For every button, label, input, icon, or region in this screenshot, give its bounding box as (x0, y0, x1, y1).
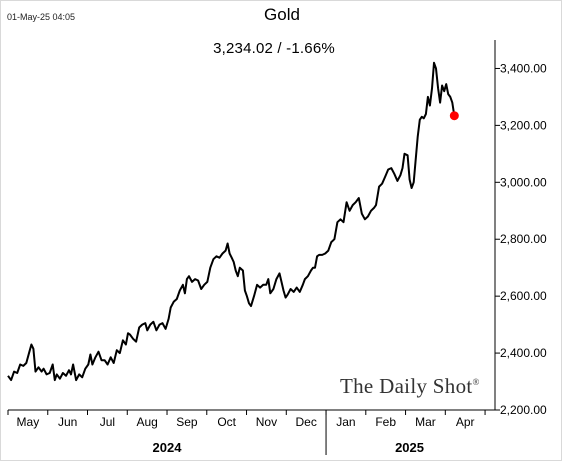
watermark-logo: The Daily Shot® (340, 374, 480, 399)
chart-title: Gold (264, 5, 300, 24)
y-tick-label: 3,400.00 (500, 61, 547, 75)
x-month-label: Mar (415, 415, 436, 429)
x-month-label: Dec (295, 415, 316, 429)
x-month-label: Aug (136, 415, 157, 429)
registered-mark: ® (472, 377, 480, 387)
year-label-2024: 2024 (153, 440, 183, 455)
x-month-label: Oct (217, 415, 236, 429)
x-month-label: Jan (336, 415, 355, 429)
y-tick-label: 2,600.00 (500, 289, 547, 303)
y-tick-label: 2,200.00 (500, 403, 547, 417)
x-month-label: Jul (100, 415, 115, 429)
watermark-text: The Daily Shot (340, 374, 473, 398)
y-tick-label: 2,400.00 (500, 346, 547, 360)
year-label-2025: 2025 (395, 440, 424, 455)
y-tick-label: 2,800.00 (500, 232, 547, 246)
last-point-marker (449, 111, 459, 121)
x-month-label: Sep (176, 415, 198, 429)
x-month-label: Feb (375, 415, 396, 429)
y-tick-label: 3,200.00 (500, 118, 547, 132)
x-month-label: Jun (58, 415, 77, 429)
timestamp: 01-May-25 04:05 (7, 12, 76, 22)
gold-price-line (7, 61, 456, 382)
x-month-label: Apr (456, 415, 475, 429)
y-tick-label: 3,000.00 (500, 175, 547, 189)
last-value-readout: 3,234.02 / -1.66% (213, 40, 335, 57)
x-month-label: May (17, 415, 40, 429)
x-month-label: Nov (256, 415, 277, 429)
